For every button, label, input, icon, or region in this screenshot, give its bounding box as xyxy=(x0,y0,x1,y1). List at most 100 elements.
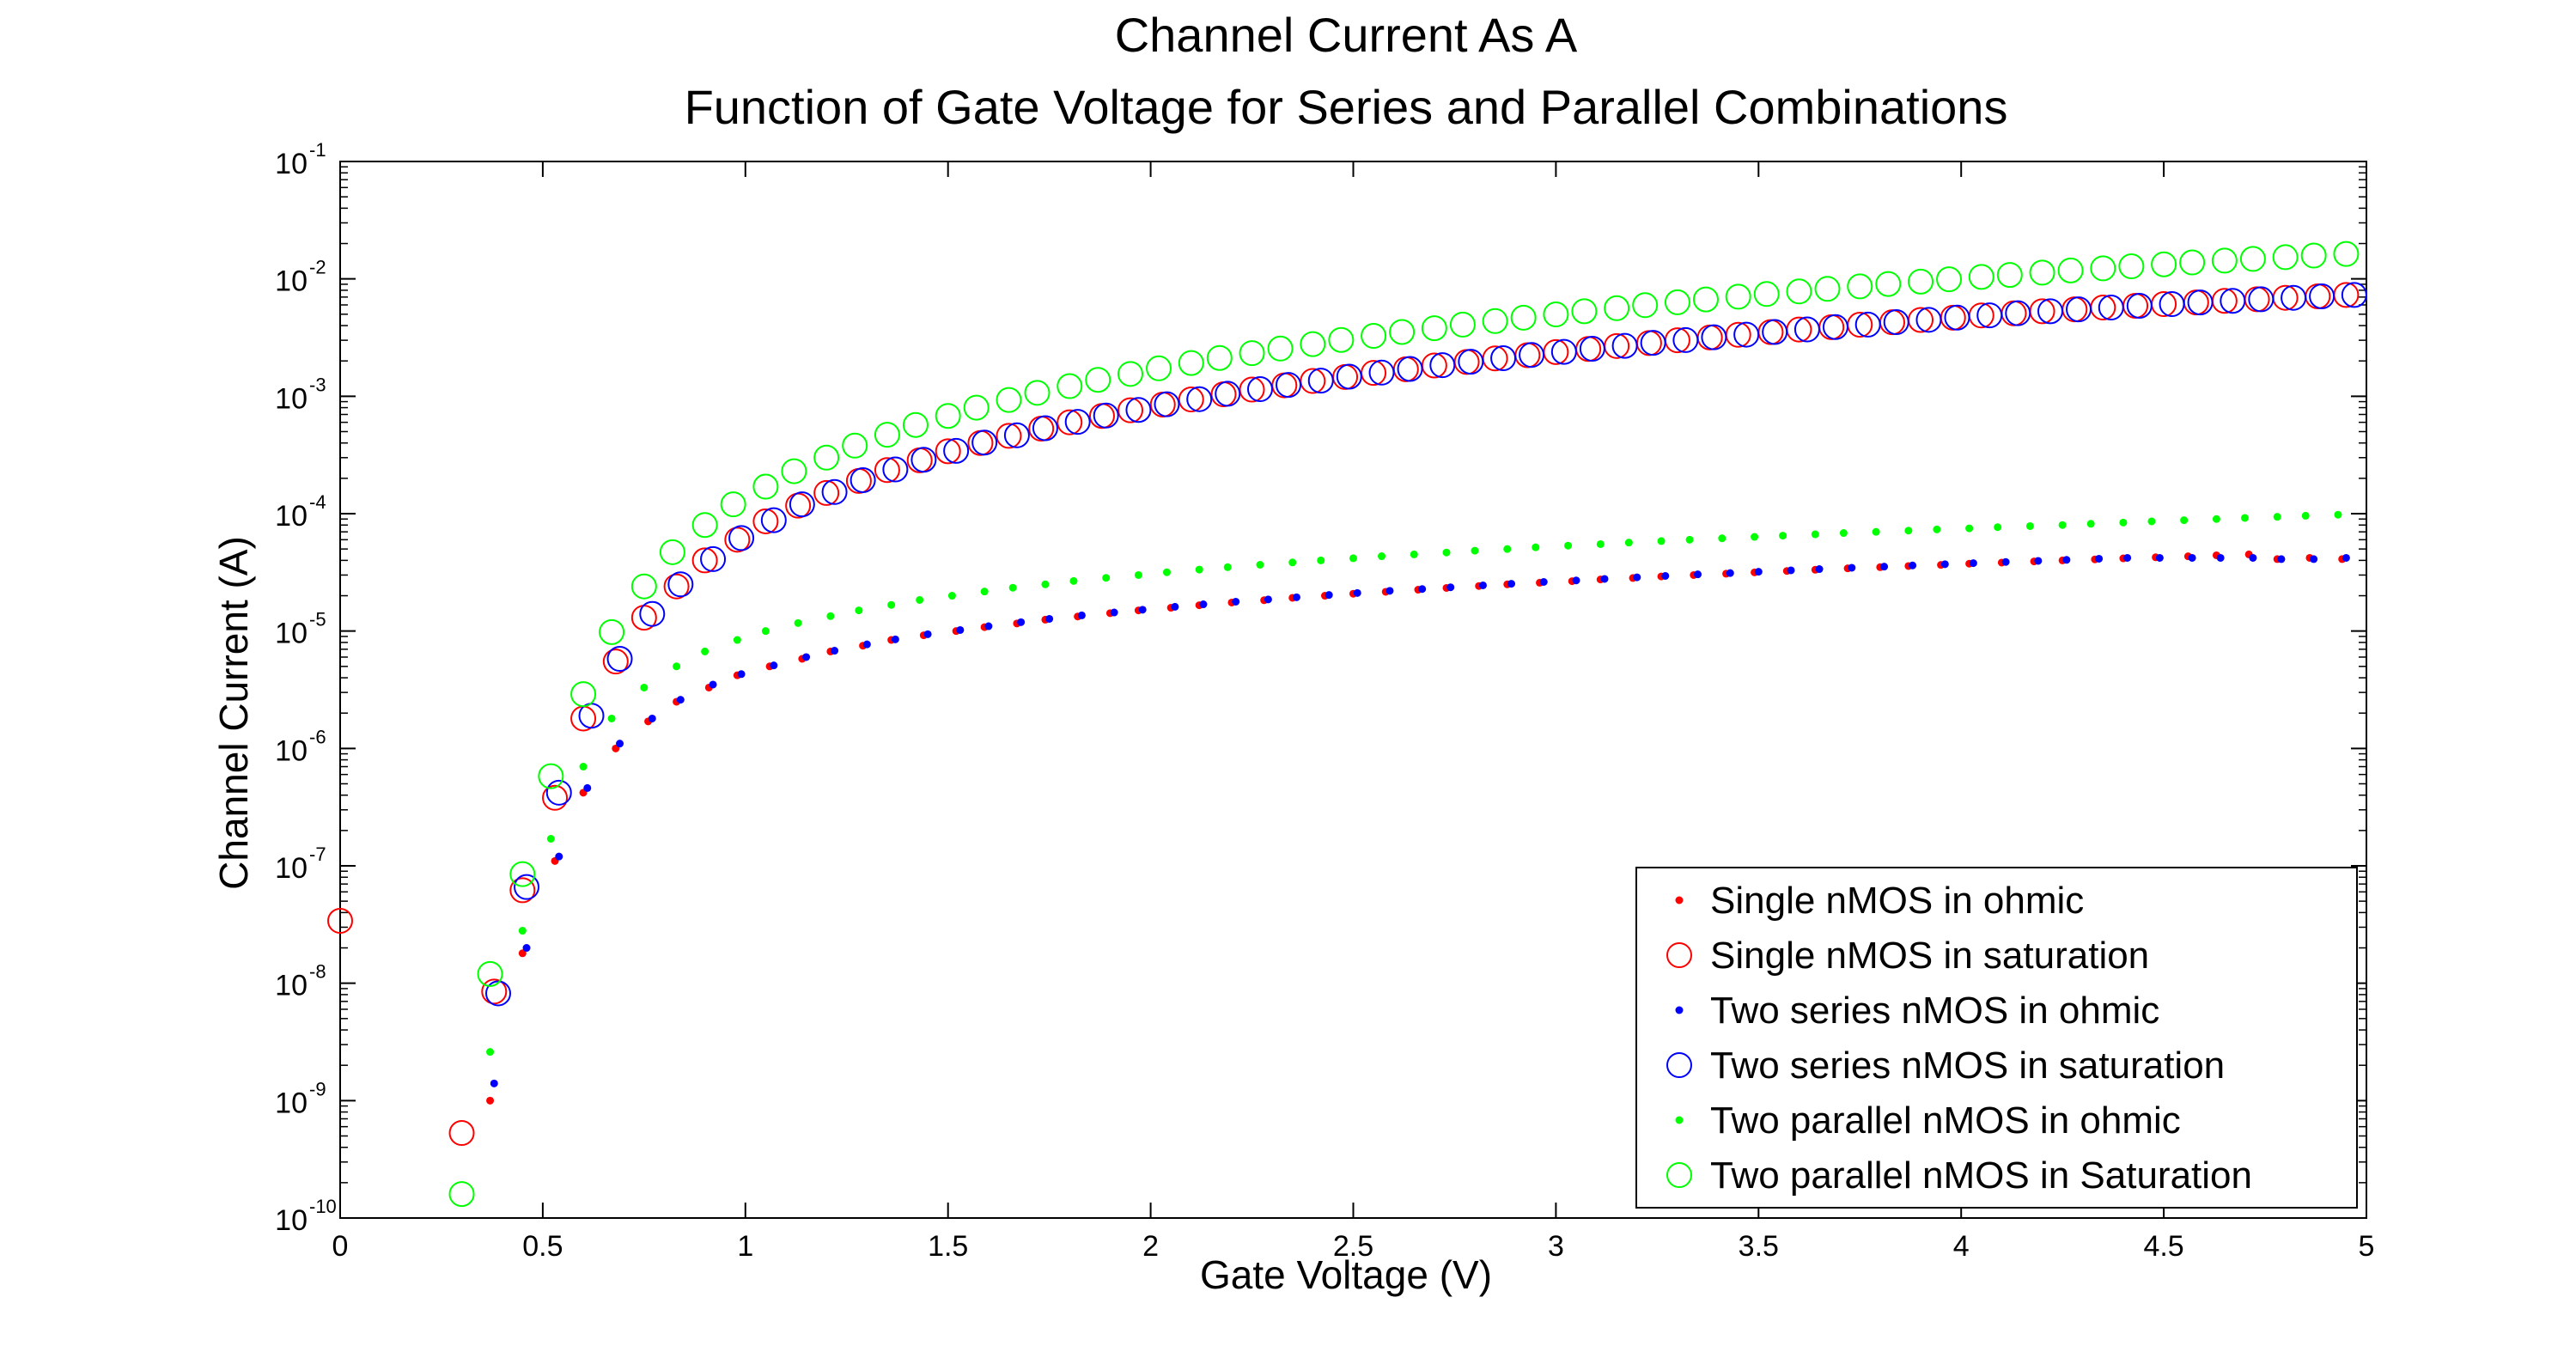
legend-label: Single nMOS in saturation xyxy=(1710,935,2149,977)
legend-marker xyxy=(1666,942,1692,968)
series-4-point xyxy=(1839,529,1848,538)
series-5-point xyxy=(1085,367,1111,393)
series-1-point xyxy=(663,573,690,600)
series-5-point xyxy=(2057,257,2084,283)
series-1-point xyxy=(935,438,961,465)
series-2-point xyxy=(1045,614,1054,623)
y-tick-exponent: -2 xyxy=(309,257,326,278)
series-4-point xyxy=(1256,560,1264,569)
series-4-point xyxy=(855,606,863,615)
series-3-point xyxy=(485,980,512,1007)
y-tick-label: 10 xyxy=(275,734,308,767)
series-4-point xyxy=(1872,527,1880,536)
y-tick-label: 10 xyxy=(275,852,308,885)
series-1-point xyxy=(874,457,900,484)
series-2-point xyxy=(1815,565,1824,574)
series-1-point xyxy=(481,978,508,1005)
y-tick-label: 10 xyxy=(275,618,308,650)
series-4-point xyxy=(2025,521,2034,530)
x-tick-label: 4 xyxy=(1953,1230,1970,1263)
series-5-point xyxy=(1300,331,1326,357)
series-4-point xyxy=(1532,543,1540,551)
series-3-point xyxy=(2159,291,2185,318)
plot-area: 0 0.5 1 1.5 2 2.5 3 3.5 4 4.5 510-1010-910-810-710… xyxy=(275,139,2374,1263)
series-4-point xyxy=(640,683,649,691)
series-3-point xyxy=(1154,391,1180,417)
series-5-point xyxy=(1361,323,1387,350)
series-3-point xyxy=(606,645,633,672)
series-5-point xyxy=(813,444,840,471)
legend-label: Two series nMOS in ohmic xyxy=(1710,990,2159,1032)
series-4-point xyxy=(607,714,616,722)
series-4-point xyxy=(980,588,989,596)
series-3-point xyxy=(943,437,970,464)
series-2-point xyxy=(1600,575,1609,583)
series-4-point xyxy=(518,927,527,935)
series-2-point xyxy=(2034,557,2043,565)
x-tick-label: 1.5 xyxy=(928,1230,968,1263)
series-3-point xyxy=(1429,352,1456,379)
series-2-point xyxy=(2095,554,2104,563)
series-3-point xyxy=(1550,338,1577,365)
series-5-point xyxy=(1908,268,1934,295)
x-tick-label: 0 xyxy=(332,1230,349,1263)
series-5-point xyxy=(1178,350,1204,376)
series-3-point xyxy=(545,779,572,806)
series-1-point xyxy=(448,1120,475,1147)
series-2-point xyxy=(1940,560,1949,569)
series-2-point xyxy=(1787,566,1795,575)
series-2-point xyxy=(676,696,685,704)
y-tick-exponent: -4 xyxy=(309,491,326,513)
series-3-point xyxy=(2309,283,2335,309)
series-3-point xyxy=(1246,376,1273,403)
series-4-point xyxy=(1162,568,1171,576)
series-3-point xyxy=(639,600,666,627)
y-tick-label: 10 xyxy=(275,500,308,533)
series-2-point xyxy=(1171,602,1179,611)
series-5-point xyxy=(1510,304,1537,331)
series-4-point xyxy=(2240,514,2249,522)
legend-marker xyxy=(1675,896,1684,904)
series-2-point xyxy=(737,670,746,679)
series-4-point xyxy=(1779,532,1787,540)
series-3-point xyxy=(1822,314,1848,340)
series-5-point xyxy=(902,411,929,438)
series-2-point xyxy=(1539,577,1548,586)
series-5-point xyxy=(477,960,503,987)
chart-title-line-1: Channel Current As A xyxy=(1115,8,1578,62)
series-5-point xyxy=(1117,361,1144,387)
series-5-point xyxy=(2300,242,2327,269)
series-1-point xyxy=(691,547,718,574)
series-4-point xyxy=(1685,535,1694,544)
series-4-point xyxy=(1503,545,1512,553)
legend-label: Two parallel nMOS in Saturation xyxy=(1710,1154,2252,1197)
series-5-point xyxy=(538,763,564,789)
series-3-point xyxy=(910,447,937,473)
series-5-point xyxy=(2151,251,2177,277)
series-0-point xyxy=(486,1096,495,1105)
series-4-point xyxy=(1349,554,1357,563)
series-4-point xyxy=(486,1048,495,1057)
series-2-point xyxy=(2249,553,2257,562)
series-2-point xyxy=(2277,555,2286,563)
series-5-point xyxy=(2090,255,2116,282)
series-5-point xyxy=(1692,286,1719,313)
y-tick-exponent: -5 xyxy=(309,609,326,630)
x-tick-label: 5 xyxy=(2359,1230,2375,1263)
series-3-point xyxy=(1579,336,1605,362)
series-2-point xyxy=(956,625,965,634)
series-2-point xyxy=(490,1079,498,1087)
series-2-point xyxy=(1507,580,1516,588)
series-2-point xyxy=(1264,595,1272,604)
x-tick-label: 2 xyxy=(1142,1230,1159,1263)
x-tick-label: 1 xyxy=(737,1230,753,1263)
series-4-point xyxy=(2058,521,2067,529)
series-2-point xyxy=(1325,591,1333,600)
series-4-point xyxy=(2180,516,2189,525)
series-2-point xyxy=(891,635,899,643)
series-4-point xyxy=(1994,523,2002,532)
series-4-point xyxy=(2301,511,2310,520)
series-3-point xyxy=(760,507,787,533)
series-5-point xyxy=(1389,319,1416,345)
series-5-point xyxy=(2272,244,2299,271)
